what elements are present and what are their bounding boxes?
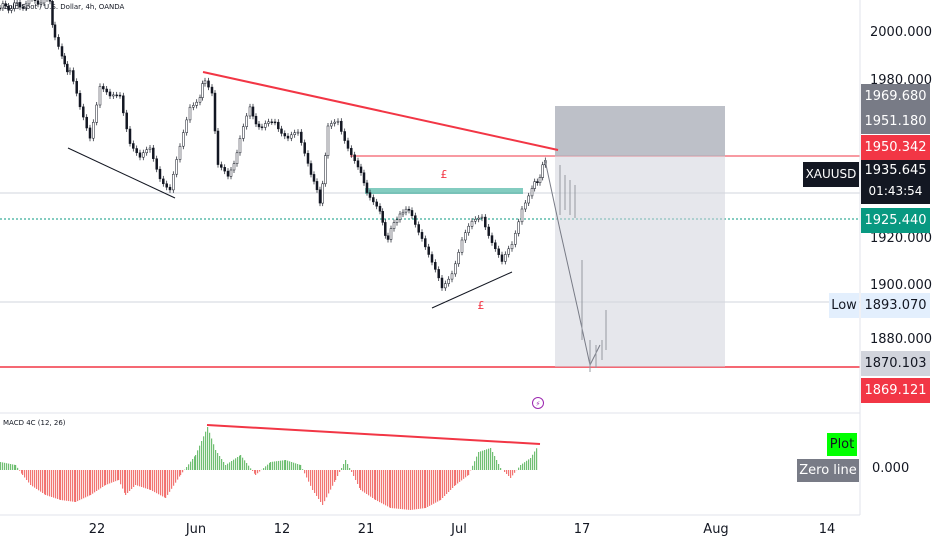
event-lightning-icon[interactable]: ⚡	[532, 397, 544, 409]
price-tick: 1920.000	[870, 231, 932, 246]
symbol-legend[interactable]: Gold Spot / U.S. Dollar, 4h, OANDA	[3, 3, 125, 11]
macd-legend[interactable]: MACD 4C (12, 26)	[3, 419, 66, 427]
price-candles	[0, 0, 547, 291]
pound-marker-top[interactable]: £	[441, 168, 448, 181]
plot-label[interactable]: Plot	[827, 433, 857, 456]
price-label-1869: 1869.121	[861, 378, 930, 403]
price-tick: 2000.000	[870, 25, 932, 40]
price-tick: 1900.000	[870, 278, 932, 293]
macd-zero-value: 0.000	[872, 461, 910, 476]
time-tick: 12	[274, 522, 291, 537]
time-tick: 21	[358, 522, 375, 537]
horizontal-guides	[0, 155, 860, 368]
time-tick: Jun	[185, 522, 206, 537]
current-price: 1935.645	[864, 163, 927, 178]
left-support-line[interactable]	[67, 147, 176, 199]
green-level-box[interactable]	[365, 188, 523, 194]
time-tick: Jul	[450, 522, 467, 537]
price-label-1870: 1870.103	[861, 351, 930, 376]
resistance-trendline[interactable]	[202, 71, 559, 151]
bottom-support-line[interactable]	[431, 271, 513, 309]
target-zone-box[interactable]	[555, 156, 725, 367]
current-price-label: 1935.645 01:43:54	[861, 160, 930, 204]
price-label-1925: 1925.440	[861, 208, 930, 233]
symbol-label: XAUUSD	[803, 162, 859, 187]
low-tag: Low	[829, 293, 859, 318]
stop-zone-box[interactable]	[555, 106, 725, 156]
time-axis[interactable]: 22 Jun 12 21 Jul 17 Aug 14	[89, 522, 836, 537]
bar-countdown: 01:43:54	[868, 184, 923, 198]
price-label-1969: 1969.680	[861, 84, 930, 109]
projection-path[interactable]	[544, 159, 601, 367]
macd-trendline[interactable]	[206, 424, 541, 445]
projection-bars	[559, 165, 607, 372]
macd-histogram	[0, 427, 538, 510]
price-label-low: 1893.070	[861, 293, 930, 318]
price-label-1950: 1950.342	[861, 135, 930, 160]
time-tick: 17	[574, 522, 591, 537]
zero-line-label[interactable]: Zero line	[797, 459, 859, 482]
pound-marker-bottom[interactable]: £	[478, 299, 485, 312]
svg-text:⚡: ⚡	[536, 400, 541, 408]
time-tick: 22	[89, 522, 106, 537]
time-tick: 14	[819, 522, 836, 537]
price-label-1951: 1951.180	[861, 109, 930, 134]
time-tick: Aug	[703, 522, 728, 537]
price-tick: 1880.000	[870, 332, 932, 347]
